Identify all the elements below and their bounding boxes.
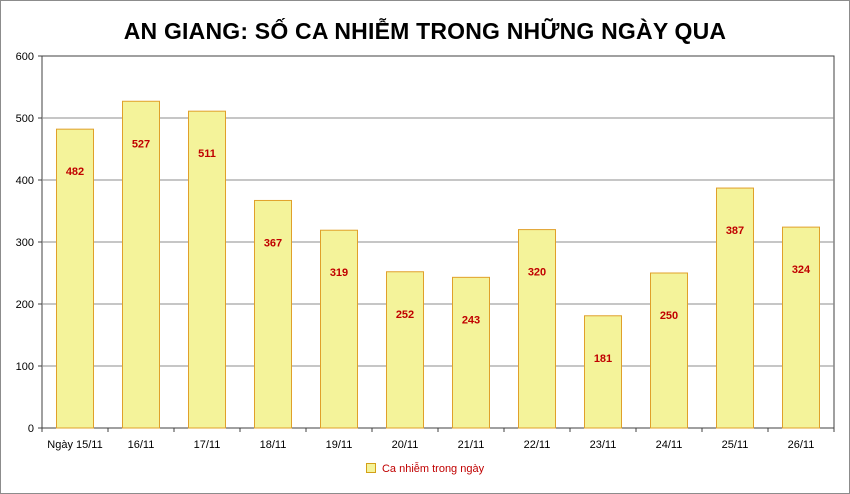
- legend-swatch: [365, 463, 376, 473]
- data-label: 482: [66, 166, 84, 178]
- x-tick-label: 18/11: [260, 439, 287, 451]
- x-tick-label: 20/11: [392, 439, 419, 451]
- y-tick-label: 100: [16, 361, 34, 373]
- x-tick-label: 22/11: [524, 439, 551, 451]
- x-tick-label: 17/11: [194, 439, 221, 451]
- y-tick-label: 200: [16, 299, 34, 311]
- y-tick-label: 300: [16, 237, 34, 249]
- bar: [716, 187, 754, 429]
- bar: [386, 271, 424, 429]
- bar: [254, 199, 292, 429]
- bar: [650, 272, 688, 429]
- data-label: 324: [792, 264, 811, 276]
- x-tick-label: 24/11: [656, 439, 683, 451]
- legend-label: Ca nhiễm trong ngày: [381, 463, 485, 475]
- data-labels: 482 527 511 367 319 252 243 320 181 250 387 324: [66, 138, 811, 365]
- data-label: 320: [528, 267, 546, 279]
- y-axis-ticks: 0 100 200 300 400 500 600: [16, 51, 42, 435]
- bars: [56, 100, 820, 429]
- bar: [782, 226, 820, 429]
- data-label: 250: [660, 310, 678, 322]
- x-tick-label: 21/11: [458, 439, 485, 451]
- legend: Ca nhiễm trong ngày: [0, 463, 850, 475]
- data-label: 387: [726, 225, 744, 237]
- x-axis-ticks: Ngày 15/11 16/11 17/11 18/11 19/11 20/11 21/11…: [41, 428, 835, 451]
- bar: [320, 229, 358, 429]
- grid-lines: [42, 117, 834, 367]
- y-tick-label: 400: [16, 175, 34, 187]
- x-tick-label: 19/11: [326, 439, 353, 451]
- data-label: 243: [462, 314, 480, 326]
- bar: [122, 100, 160, 429]
- data-label: 367: [264, 237, 282, 249]
- y-tick-label: 500: [16, 113, 34, 125]
- y-tick-label: 600: [16, 51, 34, 63]
- chart-title: AN GIANG: SỐ CA NHIỄM TRONG NHỮNG NGÀY Q…: [123, 18, 727, 44]
- x-tick-label: 25/11: [722, 439, 749, 451]
- x-tick-label: Ngày 15/11: [47, 439, 102, 451]
- bar: [518, 229, 556, 429]
- data-label: 181: [594, 353, 612, 365]
- x-tick-label: 26/11: [788, 439, 815, 451]
- x-tick-label: 16/11: [128, 439, 155, 451]
- data-label: 511: [198, 148, 216, 160]
- bar: [584, 315, 622, 429]
- data-label: 252: [396, 309, 414, 321]
- bar: [188, 110, 226, 429]
- y-tick-label: 0: [28, 423, 34, 435]
- bar: [56, 128, 94, 429]
- data-label: 527: [132, 138, 150, 150]
- bar: [452, 276, 490, 429]
- data-label: 319: [330, 267, 348, 279]
- x-tick-label: 23/11: [590, 439, 617, 451]
